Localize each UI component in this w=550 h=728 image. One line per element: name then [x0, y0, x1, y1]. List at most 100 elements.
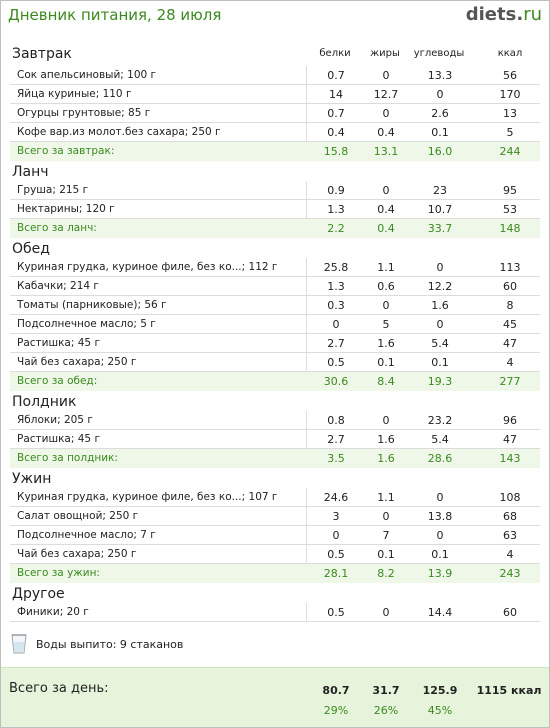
total-fat: 0.4 — [377, 222, 395, 235]
kcal-value: 5 — [506, 126, 514, 139]
diary-table: Завтрак белки жиры углеводы ккал Сок апельсин… — [10, 46, 540, 622]
protein-value: 0.4 — [327, 126, 345, 139]
food-name[interactable]: Яблоки; 205 г — [17, 414, 93, 426]
row-divider — [306, 545, 307, 563]
total-protein: 15.8 — [323, 145, 349, 158]
food-row[interactable]: Чай без сахара; 250 г 0.5 0.1 0.1 4 — [10, 545, 540, 564]
kcal-value: 96 — [503, 414, 517, 427]
day-total-kcal: 1115 ккал — [476, 684, 542, 697]
kcal-value: 13 — [503, 107, 517, 120]
food-name[interactable]: Подсолнечное масло; 7 г — [17, 529, 156, 541]
section-total-label: Всего за полдник: — [17, 452, 118, 464]
food-row[interactable]: Растишка; 45 г 2.7 1.6 5.4 47 — [10, 334, 540, 353]
protein-value: 0.8 — [327, 414, 345, 427]
food-row[interactable]: Растишка; 45 г 2.7 1.6 5.4 47 — [10, 430, 540, 449]
carbs-value: 0 — [436, 491, 444, 504]
protein-value: 0.7 — [327, 69, 345, 82]
glass-icon — [11, 634, 27, 654]
food-row[interactable]: Яблоки; 205 г 0.8 0 23.2 96 — [10, 411, 540, 430]
section-total-label: Всего за обед: — [17, 375, 98, 387]
total-kcal: 148 — [499, 222, 521, 235]
food-name[interactable]: Томаты (парниковые); 56 г — [17, 299, 167, 311]
food-name[interactable]: Чай без сахара; 250 г — [17, 356, 137, 368]
food-name[interactable]: Огурцы грунтовые; 85 г — [17, 107, 151, 119]
section-total-row: Всего за полдник: 3.5 1.6 28.6 143 — [10, 449, 540, 468]
fat-value: 1.6 — [377, 433, 395, 446]
fat-value: 1.6 — [377, 337, 395, 350]
day-total-label: Всего за день: — [9, 681, 109, 696]
kcal-value: 4 — [506, 356, 514, 369]
food-name[interactable]: Чай без сахара; 250 г — [17, 548, 137, 560]
food-row[interactable]: Финики; 20 г 0.5 0 14.4 60 — [10, 603, 540, 622]
row-divider — [306, 85, 307, 103]
carbs-value: 1.6 — [431, 299, 449, 312]
carbs-value: 14.4 — [427, 606, 453, 619]
fat-value: 0 — [382, 510, 390, 523]
section-total-row: Всего за ужин: 28.1 8.2 13.9 243 — [10, 564, 540, 583]
food-name[interactable]: Салат овощной; 250 г — [17, 510, 139, 522]
food-name[interactable]: Подсолнечное масло; 5 г — [17, 318, 156, 330]
food-row[interactable]: Подсолнечное масло; 7 г 0 7 0 63 — [10, 526, 540, 545]
total-protein: 28.1 — [323, 567, 349, 580]
kcal-value: 113 — [499, 261, 521, 274]
food-row[interactable]: Яйца куриные; 110 г 14 12.7 0 170 — [10, 85, 540, 104]
food-row[interactable]: Огурцы грунтовые; 85 г 0.7 0 2.6 13 — [10, 104, 540, 123]
column-header-carbs: углеводы — [413, 48, 465, 59]
section-total-label: Всего за ужин: — [17, 567, 100, 579]
food-row[interactable]: Кабачки; 214 г 1.3 0.6 12.2 60 — [10, 277, 540, 296]
food-row[interactable]: Груша; 215 г 0.9 0 23 95 — [10, 181, 540, 200]
row-divider — [306, 334, 307, 352]
food-row[interactable]: Салат овощной; 250 г 3 0 13.8 68 — [10, 507, 540, 526]
food-name[interactable]: Нектарины; 120 г — [17, 203, 115, 215]
total-kcal: 243 — [499, 567, 521, 580]
food-name[interactable]: Куриная грудка, куриное филе, без ко...;… — [17, 261, 278, 273]
food-name[interactable]: Сок апельсиновый; 100 г — [17, 69, 157, 81]
food-name[interactable]: Куриная грудка, куриное филе, без ко...;… — [17, 491, 278, 503]
food-row[interactable]: Куриная грудка, куриное филе, без ко...;… — [10, 258, 540, 277]
protein-value: 0.5 — [327, 606, 345, 619]
fat-value: 0 — [382, 414, 390, 427]
section-title: Обед — [12, 241, 50, 257]
food-row[interactable]: Томаты (парниковые); 56 г 0.3 0 1.6 8 — [10, 296, 540, 315]
carbs-value: 12.2 — [427, 280, 453, 293]
site-logo[interactable]: diets.ru — [466, 4, 542, 25]
protein-value: 0.7 — [327, 107, 345, 120]
food-name[interactable]: Груша; 215 г — [17, 184, 89, 196]
fat-value: 7 — [382, 529, 390, 542]
total-protein: 30.6 — [323, 375, 349, 388]
water-intake: Воды выпито: 9 стаканов — [10, 634, 310, 658]
food-row[interactable]: Чай без сахара; 250 г 0.5 0.1 0.1 4 — [10, 353, 540, 372]
section-title: Ланч — [12, 164, 49, 180]
food-name[interactable]: Растишка; 45 г — [17, 433, 100, 445]
food-name[interactable]: Яйца куриные; 110 г — [17, 88, 132, 100]
food-row[interactable]: Подсолнечное масло; 5 г 0 5 0 45 — [10, 315, 540, 334]
row-divider — [306, 104, 307, 122]
section-header: Завтрак белки жиры углеводы ккал — [10, 46, 540, 66]
total-protein: 2.2 — [327, 222, 345, 235]
food-name[interactable]: Растишка; 45 г — [17, 337, 100, 349]
food-row[interactable]: Куриная грудка, куриное филе, без ко...;… — [10, 488, 540, 507]
food-row[interactable]: Кофе вар.из молот.без сахара; 250 г 0.4 0.… — [10, 123, 540, 142]
food-row[interactable]: Сок апельсиновый; 100 г 0.7 0 13.3 56 — [10, 66, 540, 85]
row-divider — [306, 258, 307, 276]
column-header-kcal: ккал — [497, 48, 523, 59]
total-fat: 8.4 — [377, 375, 395, 388]
fat-value: 0.1 — [377, 356, 395, 369]
day-total-protein-pct: 29% — [323, 704, 349, 717]
carbs-value: 23 — [433, 184, 447, 197]
total-fat: 1.6 — [377, 452, 395, 465]
page-title: Дневник питания, 28 июля — [8, 6, 222, 24]
food-name[interactable]: Кабачки; 214 г — [17, 280, 99, 292]
protein-value: 14 — [329, 88, 343, 101]
carbs-value: 13.3 — [427, 69, 453, 82]
food-name[interactable]: Финики; 20 г — [17, 606, 89, 618]
food-name[interactable]: Кофе вар.из молот.без сахара; 250 г — [17, 126, 221, 138]
fat-value: 0 — [382, 107, 390, 120]
protein-value: 0.5 — [327, 356, 345, 369]
carbs-value: 5.4 — [431, 433, 449, 446]
carbs-value: 0.1 — [431, 548, 449, 561]
food-row[interactable]: Нектарины; 120 г 1.3 0.4 10.7 53 — [10, 200, 540, 219]
logo-main: diets — [465, 4, 517, 25]
row-divider — [306, 66, 307, 84]
day-total: Всего за день: 80.7 31.7 125.9 1115 ккал… — [1, 667, 549, 727]
